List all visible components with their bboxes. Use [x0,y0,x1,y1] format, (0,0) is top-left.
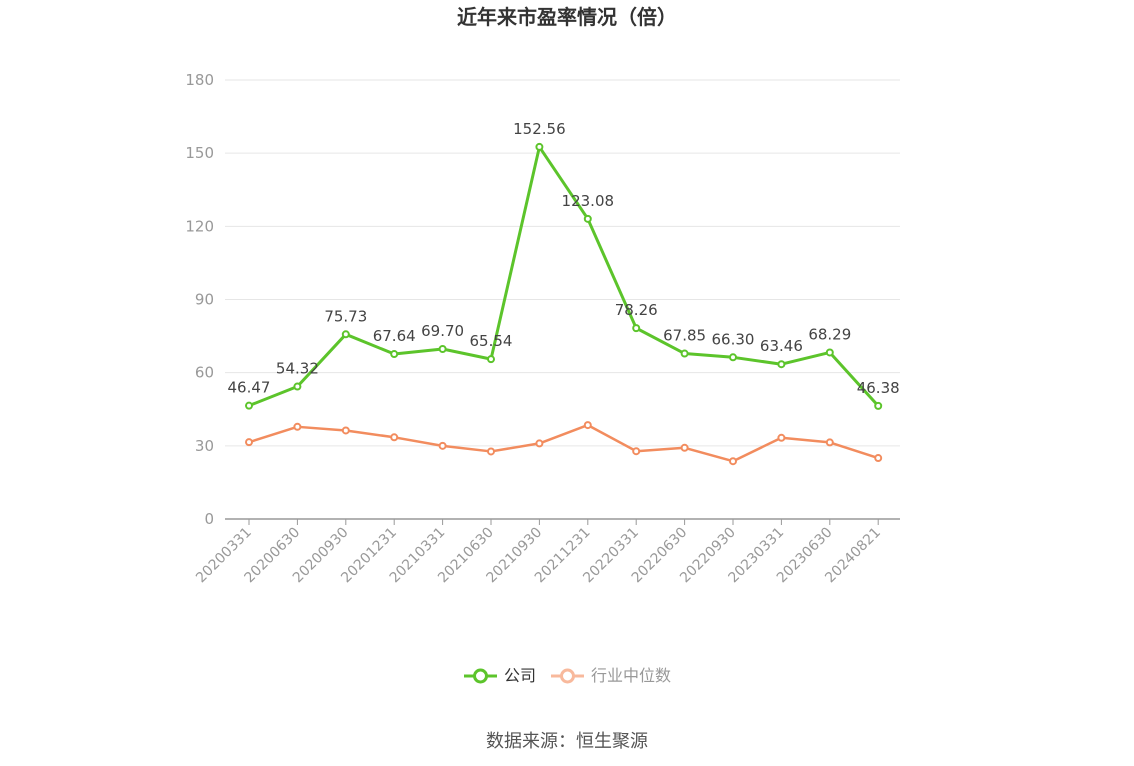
data-label: 68.29 [808,325,851,343]
legend-item-industry-median[interactable]: 行业中位数 [551,666,671,685]
data-point-industry-median[interactable] [341,426,350,435]
y-axis: 0 30 60 90 120 150 180 [185,71,214,528]
y-tick-label: 120 [185,217,214,235]
data-point-company[interactable] [825,348,834,357]
data-point-company[interactable] [245,401,253,410]
data-point-company[interactable] [583,214,592,223]
data-label: 123.08 [562,192,615,210]
data-point-company[interactable] [632,324,641,333]
data-point-industry-median[interactable] [245,438,253,447]
data-point-company[interactable] [777,360,786,369]
data-point-company[interactable] [487,355,495,364]
data-label: 46.38 [857,379,900,397]
x-axis: 2020033120200630202009302020123120210331… [193,518,900,586]
y-tick-label: 180 [185,71,214,89]
grid [225,79,900,447]
data-point-industry-median[interactable] [729,457,737,466]
legend-marker-industry-median [560,668,575,684]
data-label: 152.56 [513,120,566,138]
data-point-industry-median[interactable] [487,447,495,456]
data-point-company[interactable] [341,330,350,339]
data-label: 46.47 [228,379,271,397]
data-point-company[interactable] [438,345,447,354]
chart-title: 近年来市盈率情况（倍） [457,5,677,29]
legend[interactable]: 公司 行业中位数 [464,666,671,685]
data-point-company[interactable] [680,349,689,358]
data-point-industry-median[interactable] [438,441,447,450]
data-point-company[interactable] [729,353,737,362]
y-tick-label: 90 [195,291,214,309]
y-tick-label: 30 [195,437,214,455]
data-point-industry-median[interactable] [390,433,399,442]
data-label: 65.54 [470,332,513,350]
legend-item-company[interactable]: 公司 [464,666,536,685]
data-point-company[interactable] [390,350,399,359]
legend-label-company: 公司 [504,666,536,685]
series-group: 46.47 54.32 75.73 67.64 69.70 65.54 152.56 123.… [228,120,900,466]
data-label: 78.26 [615,301,658,319]
legend-marker-company [473,668,488,684]
data-label: 75.73 [324,307,367,325]
data-label: 63.46 [760,337,803,355]
data-point-company[interactable] [535,142,544,151]
data-point-industry-median[interactable] [825,438,834,447]
data-point-industry-median[interactable] [777,433,786,442]
data-point-industry-median[interactable] [535,439,544,448]
data-point-company[interactable] [293,382,302,391]
data-point-industry-median[interactable] [583,421,592,430]
series-line-industry-median [248,423,879,463]
series-line-company [248,145,880,408]
data-point-industry-median[interactable] [632,447,641,456]
data-label: 66.30 [712,330,755,348]
data-point-industry-median[interactable] [680,443,689,452]
legend-label-industry-median: 行业中位数 [591,666,671,685]
data-label: 54.32 [276,360,319,378]
y-tick-label: 150 [185,144,214,162]
data-label: 69.70 [421,322,464,340]
y-tick-label: 60 [195,364,214,382]
data-point-industry-median[interactable] [293,422,302,431]
data-point-company[interactable] [874,401,883,410]
y-tick-label: 0 [204,510,214,528]
data-label: 67.64 [373,327,416,345]
data-point-industry-median[interactable] [874,454,883,463]
data-label: 67.85 [663,327,706,345]
data-source: 数据来源：恒生聚源 [486,731,648,752]
